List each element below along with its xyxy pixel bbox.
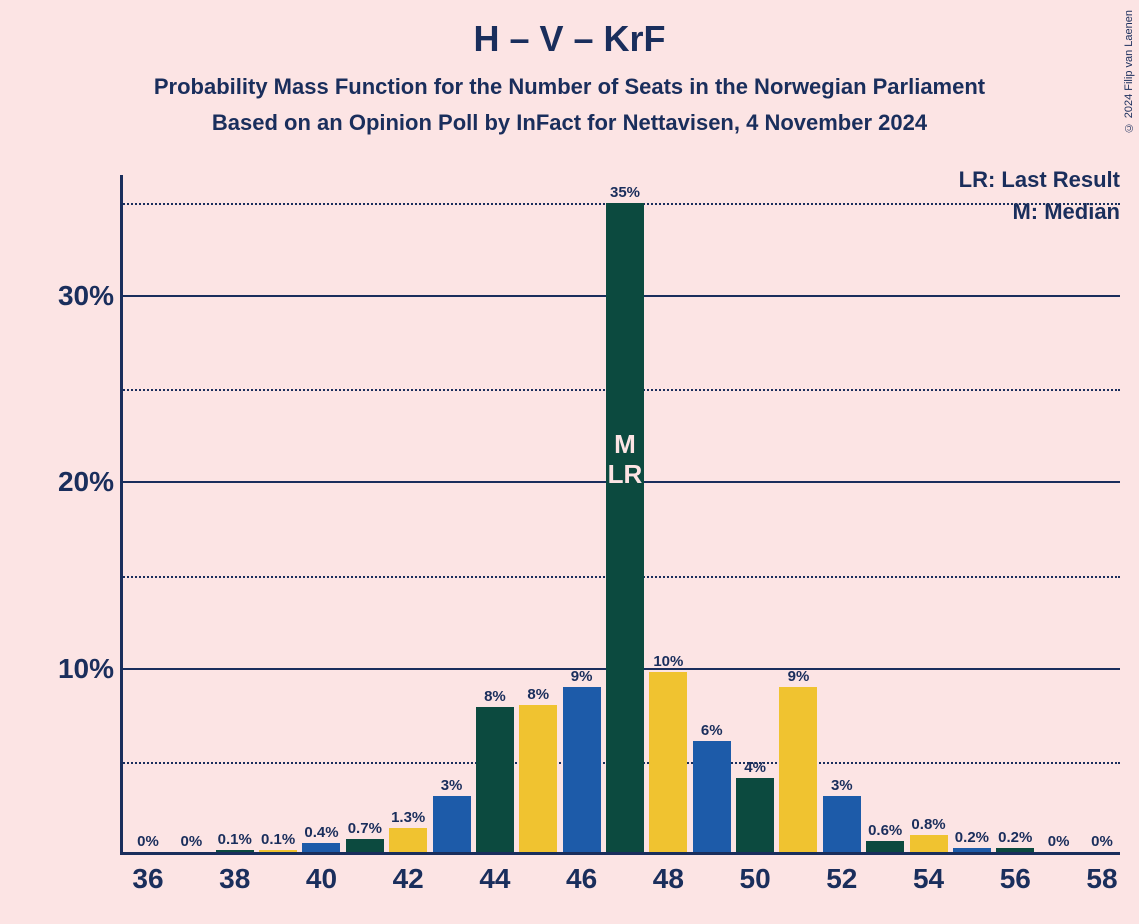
bar: 1.3% xyxy=(389,828,427,852)
x-tick-label: 50 xyxy=(740,863,771,895)
bar-value-label: 8% xyxy=(527,686,549,703)
x-tick-label: 44 xyxy=(479,863,510,895)
x-tick-label: 40 xyxy=(306,863,337,895)
x-tick-label: 38 xyxy=(219,863,250,895)
bar-value-label: 10% xyxy=(653,653,683,670)
chart-subtitle-1: Probability Mass Function for the Number… xyxy=(0,74,1139,100)
bar: 0.8% xyxy=(910,835,948,852)
bar-value-label: 4% xyxy=(744,759,766,776)
bar-value-label: 0% xyxy=(181,833,203,850)
bar-value-label: 0.1% xyxy=(218,831,252,848)
bar: 0.7% xyxy=(346,839,384,852)
bar-value-label: 1.3% xyxy=(391,809,425,826)
bar-value-label: 0% xyxy=(137,833,159,850)
y-tick-label: 10% xyxy=(58,653,114,685)
bar-value-label: 0.2% xyxy=(955,829,989,846)
bar-value-label: 0.2% xyxy=(998,829,1032,846)
bar: 3% xyxy=(823,796,861,852)
bar-value-label: 0.7% xyxy=(348,820,382,837)
x-tick-label: 58 xyxy=(1086,863,1117,895)
x-tick-label: 56 xyxy=(1000,863,1031,895)
bar: 0.2% xyxy=(996,848,1034,852)
bar-value-label: 6% xyxy=(701,722,723,739)
bar: 0.6% xyxy=(866,841,904,852)
bar-value-label: 0.4% xyxy=(304,824,338,841)
bar-value-label: 8% xyxy=(484,688,506,705)
bar: 8% xyxy=(519,705,557,852)
bar: 8% xyxy=(476,707,514,852)
bar-value-label: 3% xyxy=(441,777,463,794)
bar: 0.4% xyxy=(302,843,340,852)
bar-value-label: 0% xyxy=(1091,833,1113,850)
x-tick-label: 36 xyxy=(132,863,163,895)
x-tick-label: 42 xyxy=(393,863,424,895)
bar: 0.1% xyxy=(259,850,297,852)
y-tick-label: 30% xyxy=(58,280,114,312)
bar: 3% xyxy=(433,796,471,852)
median-lr-marker: MLR xyxy=(608,430,643,490)
x-tick-label: 48 xyxy=(653,863,684,895)
bar-value-label: 3% xyxy=(831,777,853,794)
x-tick-label: 54 xyxy=(913,863,944,895)
legend-lr: LR: Last Result xyxy=(959,167,1120,193)
bar: 9% xyxy=(779,687,817,852)
y-tick-label: 20% xyxy=(58,466,114,498)
x-axis xyxy=(120,852,1120,855)
bar-value-label: 0.6% xyxy=(868,822,902,839)
bar: 4% xyxy=(736,778,774,852)
bar: 6% xyxy=(693,741,731,852)
bar: 9% xyxy=(563,687,601,852)
bar-value-label: 9% xyxy=(788,668,810,685)
chart-title: H – V – KrF xyxy=(0,0,1139,60)
bar: 35%MLR xyxy=(606,203,644,852)
bar-value-label: 35% xyxy=(610,184,640,201)
chart-plot-area: LR: Last Result M: Median 10%20%30%36384… xyxy=(120,175,1120,855)
legend: LR: Last Result M: Median xyxy=(959,167,1120,231)
bar: 0.2% xyxy=(953,848,991,852)
bar-value-label: 9% xyxy=(571,668,593,685)
bar-value-label: 0.1% xyxy=(261,831,295,848)
x-tick-label: 52 xyxy=(826,863,857,895)
chart-subtitle-2: Based on an Opinion Poll by InFact for N… xyxy=(0,110,1139,136)
bar-value-label: 0.8% xyxy=(911,816,945,833)
bar: 0.1% xyxy=(216,850,254,852)
x-tick-label: 46 xyxy=(566,863,597,895)
copyright-text: © 2024 Filip van Laenen xyxy=(1123,10,1135,133)
bar-value-label: 0% xyxy=(1048,833,1070,850)
y-axis xyxy=(120,175,123,855)
bar: 10% xyxy=(649,672,687,852)
